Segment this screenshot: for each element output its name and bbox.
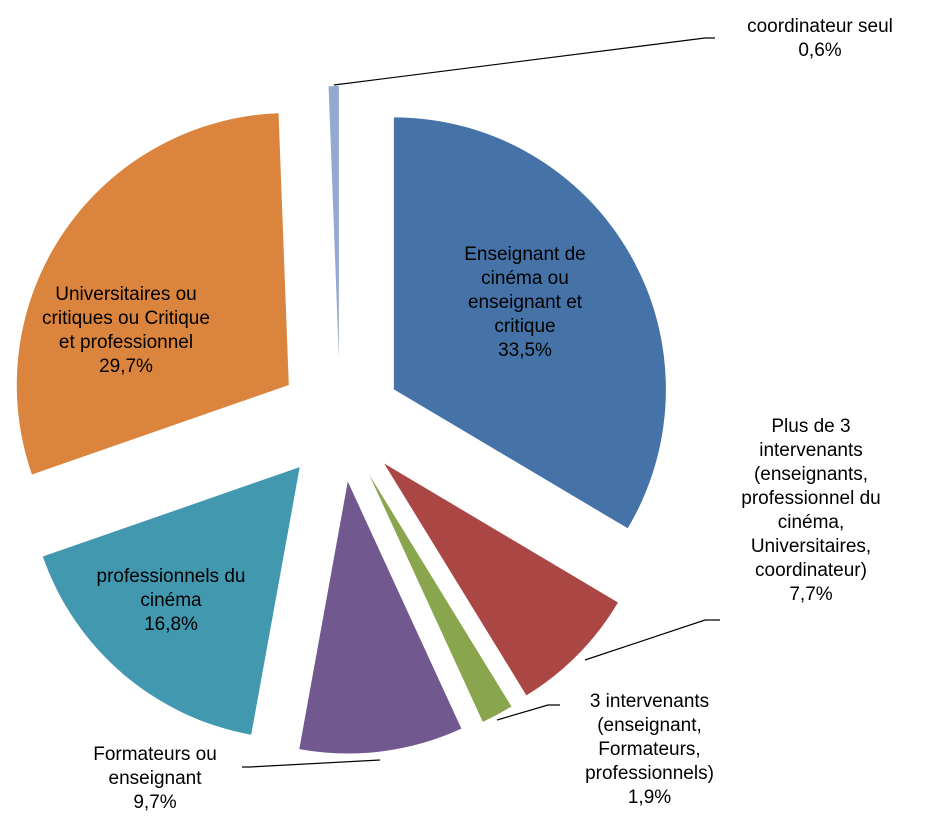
slice-label: 3 intervenants (enseignant, Formateurs, … — [585, 691, 714, 808]
pie-slice — [42, 467, 300, 735]
slice-label: coordinateur seul 0,6% — [747, 16, 893, 61]
pie-slice — [393, 117, 666, 529]
pie-slice — [328, 86, 339, 359]
slice-label: professionnels du cinéma 16,8% — [96, 566, 246, 635]
leader-lines — [242, 37, 720, 768]
pie-slice — [384, 463, 618, 696]
leader-line — [333, 37, 715, 86]
leader-line — [242, 759, 381, 768]
slice-label: Enseignant de cinéma ou enseignant et cr… — [464, 244, 586, 361]
pie-slice — [369, 474, 512, 722]
slice-label: Plus de 3 intervenants (enseignants, pro… — [741, 416, 881, 605]
slice-label: Formateurs ou enseignant 9,7% — [93, 744, 217, 813]
leader-line — [584, 619, 720, 661]
pie-slice — [16, 113, 289, 475]
pie-slice — [299, 481, 462, 754]
leader-line — [496, 704, 560, 721]
slice-label: Universitaires ou critiques ou Critique … — [42, 284, 210, 377]
